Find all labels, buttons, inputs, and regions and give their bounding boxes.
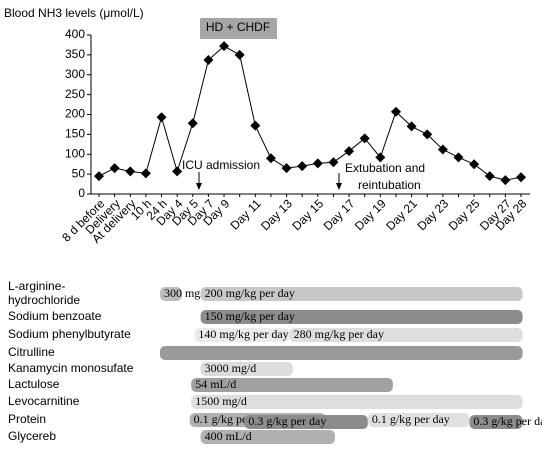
data-point — [250, 120, 261, 131]
treatment-bar — [244, 415, 368, 429]
data-point — [344, 146, 355, 157]
data-point — [500, 175, 511, 186]
dose-label: 1500 mg/d — [195, 394, 247, 408]
data-line — [98, 45, 522, 181]
x-tick-label: Day 23 — [414, 196, 451, 233]
treatment-name: L-arginine- — [8, 279, 65, 293]
data-point — [94, 171, 104, 182]
dose-label: 140 mg/kg per day — [198, 327, 288, 341]
y-tick-label: 250 — [65, 87, 85, 101]
data-point — [312, 158, 323, 169]
treatment-bar — [367, 413, 470, 427]
treatment-name: Protein — [8, 412, 46, 426]
y-tick-label: 150 — [65, 127, 85, 141]
treatment-bar — [159, 346, 523, 360]
icu-arrowhead — [196, 183, 202, 190]
hd-label: HD + CHDF — [206, 20, 270, 34]
y-tick-label: 200 — [65, 107, 85, 121]
data-point — [109, 163, 120, 174]
x-tick-label: Day 11 — [228, 196, 264, 232]
data-point — [281, 163, 292, 174]
treatment-bar — [200, 310, 523, 324]
extubation-label: Extubation and — [345, 161, 425, 175]
data-point — [453, 152, 464, 163]
dose-label: 280 mg/kg per day — [294, 327, 384, 341]
data-point — [469, 159, 480, 170]
dose-label: 0.1 g/kg per day — [372, 412, 450, 426]
data-point — [125, 166, 136, 177]
data-point — [375, 152, 386, 163]
x-tick-label: Day 25 — [446, 196, 483, 233]
data-point — [484, 171, 495, 182]
data-point — [234, 49, 245, 60]
dose-label: 200 mg/kg per day — [205, 286, 295, 300]
data-point — [406, 121, 417, 132]
dose-label: 0.3 g/kg per day — [473, 414, 542, 428]
treatment-bar — [191, 378, 393, 392]
data-point — [140, 168, 151, 179]
treatment-bar — [200, 430, 336, 444]
data-point — [297, 161, 308, 172]
treatment-bar — [200, 287, 523, 301]
data-point — [203, 55, 214, 66]
data-point — [265, 153, 276, 164]
treatment-name: Lactulose — [8, 377, 60, 391]
y-tick-label: 300 — [65, 67, 85, 81]
treatment-name: Glycereb — [8, 429, 56, 443]
extubation-arrowhead — [336, 183, 342, 190]
extubation-label: reintubation — [358, 178, 421, 192]
dose-label: 150 mg/kg per day — [205, 309, 295, 323]
dose-label: 400 mL/d — [205, 429, 252, 443]
dose-label: 0.3 g/kg per day — [248, 414, 326, 428]
treatment-name: Sodium benzoate — [8, 309, 102, 323]
y-tick-label: 0 — [78, 186, 85, 200]
treatment-bar — [194, 328, 290, 342]
y-tick-label: 350 — [65, 47, 85, 61]
y-tick-label: 400 — [65, 27, 85, 41]
treatment-bar — [159, 287, 182, 301]
treatment-name: hydrochloride — [8, 293, 80, 307]
x-tick-label: Day 13 — [258, 196, 295, 233]
x-tick-label: Day 17 — [321, 196, 358, 233]
data-point — [422, 129, 433, 140]
data-point — [437, 144, 448, 155]
treatment-name: Sodium phenylbutyrate — [8, 327, 131, 341]
x-tick-label: Day 19 — [352, 196, 389, 233]
hd-box — [200, 18, 277, 39]
data-point — [156, 112, 167, 123]
y-tick-label: 100 — [65, 146, 85, 160]
data-point — [328, 157, 339, 168]
data-point — [172, 166, 183, 177]
y-axis-title: Blood NH3 levels (μmol/L) — [4, 6, 144, 20]
data-point — [516, 172, 527, 183]
treatment-name: Kanamycin monosufate — [8, 361, 134, 375]
treatment-bar — [469, 415, 523, 429]
treatment-bar — [191, 395, 523, 409]
treatment-bar — [289, 328, 523, 342]
y-tick-label: 50 — [72, 166, 86, 180]
treatment-bar — [200, 362, 293, 376]
x-tick-label: Day 15 — [289, 196, 326, 233]
x-tick-label: Day 21 — [383, 196, 420, 233]
dose-label: 3000 mg/d — [205, 361, 257, 375]
data-point — [390, 106, 401, 117]
data-point — [359, 133, 370, 144]
treatment-name: Citrulline — [8, 345, 55, 359]
dose-label: 54 mL/d — [195, 377, 236, 391]
icu-label: ICU admission — [182, 158, 260, 172]
data-point — [219, 41, 230, 52]
treatment-name: Levocarnitine — [8, 394, 80, 408]
data-point — [187, 118, 198, 129]
